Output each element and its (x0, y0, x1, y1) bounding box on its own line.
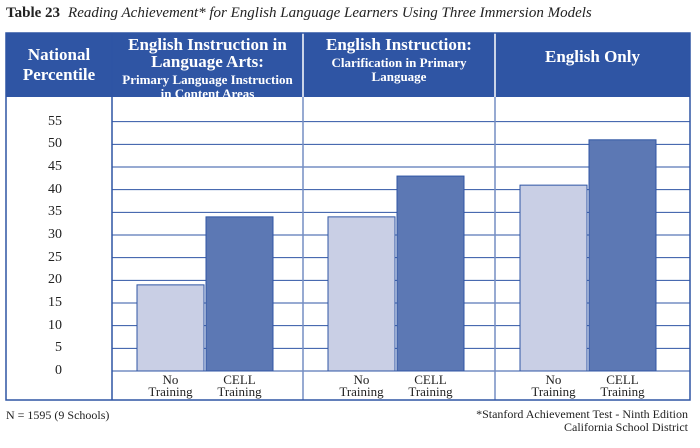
y-tick-label: 15 (48, 295, 62, 310)
category-label: No Training (148, 372, 193, 399)
group-title: English Only (545, 47, 640, 66)
category-label: CELL Training (408, 372, 453, 399)
group-header: English Instruction in Language Arts: Pri… (116, 36, 299, 101)
y-axis-label: National Percentile (22, 45, 96, 84)
title-row: Table 23 Reading Achievement* for English… (6, 5, 592, 22)
table-label: Table 23 (6, 5, 61, 21)
bar (327, 216, 396, 372)
group-title: English Instruction in Language Arts: (128, 35, 287, 71)
group-header: English Instruction: Clarification in Pri… (307, 36, 491, 84)
y-tick-label: 35 (48, 204, 62, 220)
bar (205, 216, 274, 372)
y-tick-label: 50 (48, 136, 62, 152)
group-subtitle: Clarification in Primary Language (331, 55, 467, 84)
group-header: English Only (499, 36, 686, 65)
source-line: *Stanford Achievement Test - Ninth Editi… (476, 407, 688, 421)
y-tick-label: 30 (48, 227, 62, 242)
source-line: California School District (564, 420, 688, 434)
y-tick-label: 55 (48, 113, 62, 129)
category-label: CELL Training (217, 372, 262, 399)
chart-title: Reading Achievement* for English Languag… (68, 5, 592, 21)
frame (5, 32, 691, 401)
bar (519, 184, 588, 372)
bar (136, 284, 205, 372)
y-tick-label: 5 (55, 340, 62, 356)
bar (588, 139, 657, 372)
bar (396, 175, 465, 372)
source: *Stanford Achievement Test - Ninth Editi… (476, 408, 688, 434)
note: N = 1595 (9 Schools) (6, 408, 110, 422)
y-tick-label: 10 (48, 317, 62, 333)
y-tick-label: 45 (48, 159, 62, 174)
y-tick-label: 25 (48, 249, 62, 265)
category-label: No Training (531, 372, 576, 399)
y-tick-label: 20 (48, 272, 62, 288)
category-label: CELL Training (600, 372, 645, 399)
group-title: English Instruction: (326, 35, 472, 54)
header-band (6, 33, 690, 97)
y-tick-label: 0 (55, 363, 62, 378)
category-label: No Training (339, 372, 384, 399)
y-tick-label: 40 (48, 181, 62, 197)
group-subtitle: Primary Language Instruction in Content … (122, 72, 293, 101)
